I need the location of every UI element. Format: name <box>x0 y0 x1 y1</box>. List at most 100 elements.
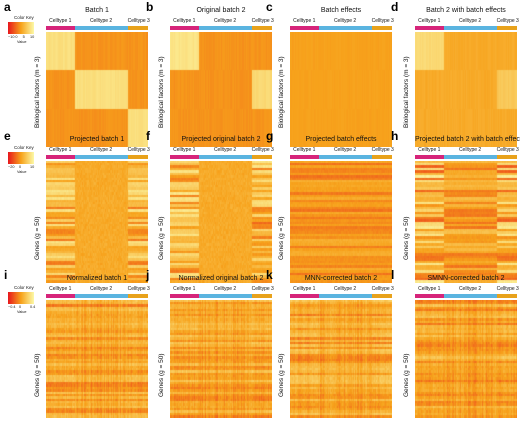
heatmap <box>415 161 517 283</box>
panel-letter: j <box>146 268 150 282</box>
panel-letter: f <box>146 129 150 143</box>
celltype-label: Celltype 3 <box>371 147 394 153</box>
heatmap <box>290 300 392 418</box>
color-key-tick: 10 <box>30 165 35 169</box>
celltype-color-bar <box>371 294 392 298</box>
heatmap <box>46 300 148 418</box>
y-axis-label: Biological factors (m = 3) <box>403 55 410 128</box>
celltype-color-bar <box>371 26 392 30</box>
celltype-label: Celltype 2 <box>458 18 482 24</box>
celltype-color-bar <box>496 26 517 30</box>
celltype-label: Celltype 3 <box>251 286 274 292</box>
celltype-label: Celltype 1 <box>418 147 441 153</box>
y-axis-label: Genes (g = 50) <box>34 216 41 260</box>
heatmap-canvas <box>415 32 517 147</box>
heatmap-canvas <box>290 300 392 418</box>
color-key-tick: −10 <box>8 35 15 39</box>
color-key-tick: −0.4 <box>8 305 16 309</box>
y-axis-label: Genes (g = 50) <box>158 353 165 397</box>
celltype-label: Celltype 1 <box>293 18 316 24</box>
celltype-label: Celltype 3 <box>371 18 394 24</box>
celltype-color-bar <box>198 294 252 298</box>
celltype-label: Celltype 1 <box>293 286 316 292</box>
celltype-label: Celltype 3 <box>496 147 519 153</box>
celltype-label: Celltype 2 <box>333 286 357 292</box>
color-key: Color Key −20 0 10 Value <box>6 145 40 177</box>
color-key-title: Color Key <box>14 285 34 290</box>
celltype-label: Celltype 1 <box>418 286 441 292</box>
celltype-color-bar <box>496 155 517 159</box>
heatmap <box>170 32 272 147</box>
celltype-color-bar <box>74 294 128 298</box>
celltype-color-bar <box>290 155 319 159</box>
heatmap <box>290 161 392 283</box>
heatmap <box>415 32 517 147</box>
panel-letter: h <box>391 129 399 143</box>
heatmap-canvas <box>46 300 148 418</box>
celltype-color-bar <box>46 294 75 298</box>
celltype-color-bar <box>443 26 497 30</box>
panel-title: Projected batch 2 with batch effects <box>415 136 520 143</box>
celltype-label: Celltype 2 <box>458 286 482 292</box>
celltype-label: Celltype 2 <box>213 147 237 153</box>
panel-letter: l <box>391 268 395 282</box>
heatmap-canvas <box>170 32 272 147</box>
panel-letter: i <box>4 268 8 282</box>
celltype-label: Celltype 3 <box>496 18 519 24</box>
celltype-color-bar <box>74 26 128 30</box>
celltype-color-bar <box>46 155 75 159</box>
color-key-title: Color Key <box>14 145 34 150</box>
panel-title: Projected batch 1 <box>69 136 125 143</box>
color-key-value-label: Value <box>17 170 27 174</box>
celltype-label: Celltype 1 <box>173 18 196 24</box>
celltype-color-bar <box>318 26 372 30</box>
panel-title: MNN-corrected batch 2 <box>304 275 378 282</box>
celltype-color-bar <box>74 155 128 159</box>
heatmap-canvas <box>170 161 272 283</box>
celltype-label: Celltype 3 <box>127 18 150 24</box>
panel-title: Projected batch effects <box>305 136 377 143</box>
heatmap-canvas <box>46 32 148 147</box>
celltype-label: Celltype 3 <box>496 286 519 292</box>
celltype-color-bar <box>371 155 392 159</box>
celltype-color-bar <box>170 155 199 159</box>
celltype-color-bar <box>251 155 272 159</box>
celltype-color-bar <box>443 294 497 298</box>
y-axis-label: Genes (g = 50) <box>403 216 410 260</box>
celltype-color-bar <box>198 26 252 30</box>
celltype-color-bar <box>415 26 444 30</box>
y-axis-label: Genes (g = 50) <box>403 353 410 397</box>
color-key-gradient <box>8 152 34 164</box>
y-axis-label: Biological factors (m = 3) <box>34 55 41 128</box>
celltype-color-bar <box>318 294 372 298</box>
color-key: Color Key −0.4 0 0.4 Value <box>6 285 40 317</box>
celltype-label: Celltype 3 <box>371 286 394 292</box>
heatmap <box>170 300 272 418</box>
panel-letter: k <box>266 268 273 282</box>
color-key-tick: 0.4 <box>30 305 36 309</box>
panel-title: Batch 1 <box>85 7 109 14</box>
celltype-color-bar <box>127 294 148 298</box>
heatmap <box>46 161 148 283</box>
celltype-color-bar <box>318 155 372 159</box>
color-key-tick: 5 <box>22 35 25 39</box>
color-key: Color Key −10 0 5 10 Value <box>6 15 40 47</box>
color-key-tick: 0 <box>19 305 22 309</box>
panel-title: Original batch 2 <box>196 7 246 14</box>
celltype-label: Celltype 2 <box>213 286 237 292</box>
panel-letter: c <box>266 0 273 14</box>
celltype-label: Celltype 1 <box>49 286 72 292</box>
celltype-color-bar <box>170 26 199 30</box>
celltype-label: Celltype 2 <box>89 147 113 153</box>
y-axis-label: Genes (g = 50) <box>158 216 165 260</box>
y-axis-label: Genes (g = 50) <box>278 216 285 260</box>
celltype-label: Celltype 3 <box>251 147 274 153</box>
celltype-label: Celltype 2 <box>333 18 357 24</box>
panel-title: Normalized batch 1 <box>66 275 128 282</box>
celltype-color-bar <box>251 294 272 298</box>
panel-title: Normalized original batch 2 <box>178 275 264 282</box>
celltype-label: Celltype 2 <box>458 147 482 153</box>
heatmap <box>290 32 392 147</box>
celltype-color-bar <box>415 294 444 298</box>
celltype-label: Celltype 2 <box>333 147 357 153</box>
